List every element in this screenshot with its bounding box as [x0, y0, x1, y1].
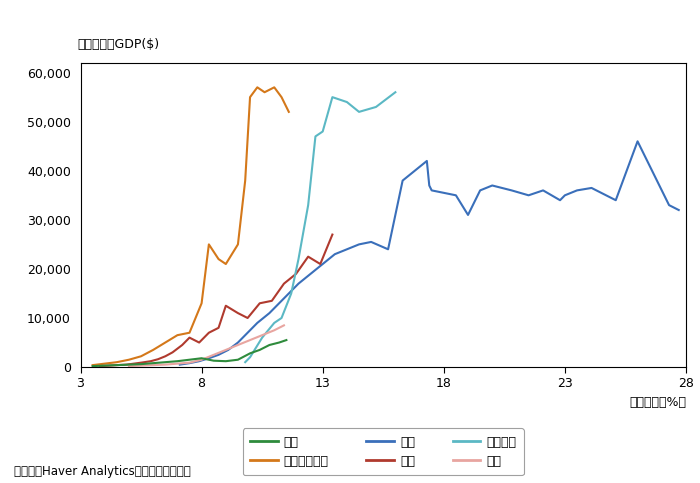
- Text: （出所）Haver Analyticsより大和総研作成: （出所）Haver Analyticsより大和総研作成: [14, 465, 190, 478]
- Text: 図表２：国別一人当たりGDPと高齢化率の推移: 図表２：国別一人当たりGDPと高齢化率の推移: [239, 12, 461, 28]
- X-axis label: 高齢化率（%）: 高齢化率（%）: [629, 396, 686, 409]
- Legend: タイ, シンガポール, 日本, 韓国, アメリカ, 中国: タイ, シンガポール, 日本, 韓国, アメリカ, 中国: [243, 428, 524, 475]
- Text: 一人当たりGDP($): 一人当たりGDP($): [78, 38, 160, 51]
